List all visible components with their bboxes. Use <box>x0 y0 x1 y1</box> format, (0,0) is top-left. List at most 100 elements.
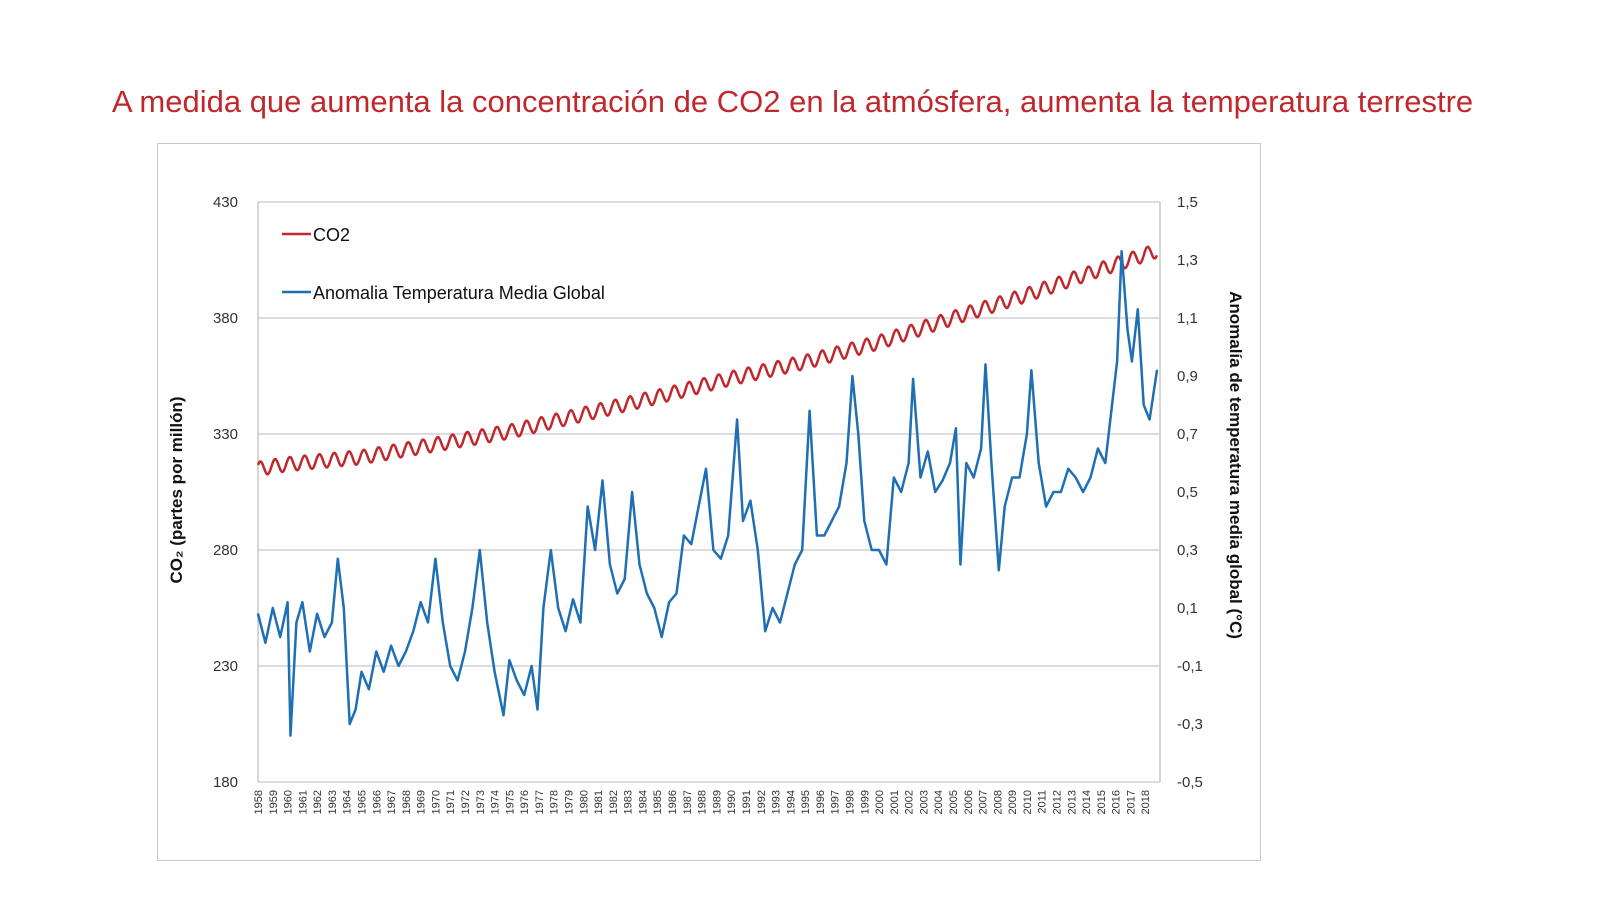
x-tick-label: 1985 <box>652 790 664 814</box>
temperature-point <box>816 534 818 537</box>
temperature-point <box>838 505 840 508</box>
chart-title: A medida que aumenta la concentración de… <box>111 84 1474 119</box>
x-tick-label: 1961 <box>297 790 309 814</box>
x-tick-label: 1970 <box>430 790 442 814</box>
temperature-point <box>660 636 663 638</box>
temperature-point <box>779 621 781 624</box>
temperature-point <box>279 636 281 638</box>
temperature-point <box>375 650 378 653</box>
temperature-point <box>479 549 481 551</box>
temperature-point <box>646 592 648 595</box>
temperature-point <box>1126 328 1129 331</box>
temperature-point <box>742 520 744 522</box>
temperature-point <box>449 665 452 667</box>
left-tick-label: 380 <box>213 310 238 327</box>
co2-line <box>256 245 1159 476</box>
left-tick-label: 280 <box>213 542 238 559</box>
x-tick-label: 1992 <box>756 790 768 814</box>
temperature-point <box>464 650 466 653</box>
x-tick-label: 1983 <box>623 790 635 814</box>
temperature-point <box>316 613 318 615</box>
temperature-point <box>390 644 392 647</box>
temperature-point <box>337 557 339 560</box>
temperature-point <box>941 479 944 482</box>
x-tick-label: 2016 <box>1111 790 1123 814</box>
temperature-point <box>955 427 957 430</box>
temperature-point <box>549 549 552 551</box>
x-tick-label: 2013 <box>1066 790 1078 814</box>
right-tick-label: 0,9 <box>1177 368 1198 385</box>
x-tick-label: 1958 <box>253 790 265 814</box>
x-tick-label: 1994 <box>785 790 797 814</box>
temperature-point <box>749 499 752 502</box>
right-tick-label: -0,1 <box>1177 658 1203 675</box>
legend: CO2 Anomalia Temperatura Media Global <box>282 225 605 303</box>
temperature-point <box>286 601 289 603</box>
x-tick-label: 1995 <box>800 790 812 814</box>
temperature-point <box>808 410 811 412</box>
right-axis-label: Anomalía de temperatura media global (°C… <box>1226 291 1245 639</box>
temperature-point <box>397 665 400 667</box>
right-tick-label: -0,5 <box>1177 774 1203 791</box>
right-tick-label: 0,1 <box>1177 600 1198 617</box>
temperature-point <box>675 592 678 595</box>
temperature-point <box>530 665 533 667</box>
temperature-point <box>601 479 604 482</box>
temperature-point <box>301 601 304 603</box>
x-tick-label: 2015 <box>1096 790 1108 814</box>
temperature-point <box>1104 462 1107 464</box>
x-tick-label: 1965 <box>357 790 369 814</box>
x-tick-label: 1986 <box>667 790 679 814</box>
x-tick-label: 1977 <box>534 790 546 814</box>
temperature-point <box>845 462 848 464</box>
temperature-point <box>542 607 545 609</box>
temperature-point <box>857 433 860 435</box>
temperature-point <box>257 613 259 615</box>
temperature-point <box>493 671 496 673</box>
x-tick-label: 1981 <box>593 790 605 814</box>
temperature-point <box>885 563 888 566</box>
x-tick-label: 2002 <box>904 790 916 814</box>
x-tick-label: 1966 <box>371 790 383 814</box>
temperature-point <box>1003 505 1006 508</box>
temperature-point <box>965 462 968 464</box>
temperature-point <box>1067 468 1070 470</box>
right-tick-label: -0,3 <box>1177 716 1203 733</box>
temperature-line <box>256 250 1159 737</box>
x-tick-label: 1997 <box>830 790 842 814</box>
temperature-point <box>295 621 298 624</box>
left-axis-ticks: 430 380 330 280 230 180 <box>213 194 238 791</box>
temperature-point <box>893 476 895 479</box>
temperature-point <box>863 520 866 522</box>
x-tick-label: 1982 <box>608 790 620 814</box>
temperature-point <box>586 505 589 508</box>
temperature-point <box>1060 491 1062 493</box>
temperature-point <box>572 598 574 601</box>
temperature-point <box>308 650 311 653</box>
temperature-point <box>668 601 670 603</box>
temperature-point <box>980 447 982 450</box>
temperature-point <box>1148 418 1151 421</box>
temperature-point <box>508 659 511 661</box>
temperature-point <box>638 563 641 566</box>
x-tick-label: 2008 <box>992 790 1004 814</box>
temperature-point <box>1120 250 1123 253</box>
temperature-point <box>1045 505 1047 508</box>
temperature-point <box>851 375 854 377</box>
x-tick-label: 1962 <box>312 790 324 814</box>
x-tick-label: 2007 <box>978 790 990 814</box>
temperature-point <box>907 462 910 464</box>
temperature-point <box>912 378 914 380</box>
x-tick-label: 1963 <box>327 790 339 814</box>
temperature-point <box>959 563 962 566</box>
temperature-point <box>564 630 567 632</box>
x-tick-label: 1989 <box>711 790 723 814</box>
x-tick-label: 1969 <box>416 790 428 814</box>
temperature-point <box>786 592 789 595</box>
temperature-point <box>878 549 880 551</box>
x-tick-label: 2004 <box>933 790 945 814</box>
x-tick-label: 2014 <box>1081 790 1093 814</box>
temperature-point <box>419 601 422 603</box>
temperature-point <box>631 491 633 493</box>
